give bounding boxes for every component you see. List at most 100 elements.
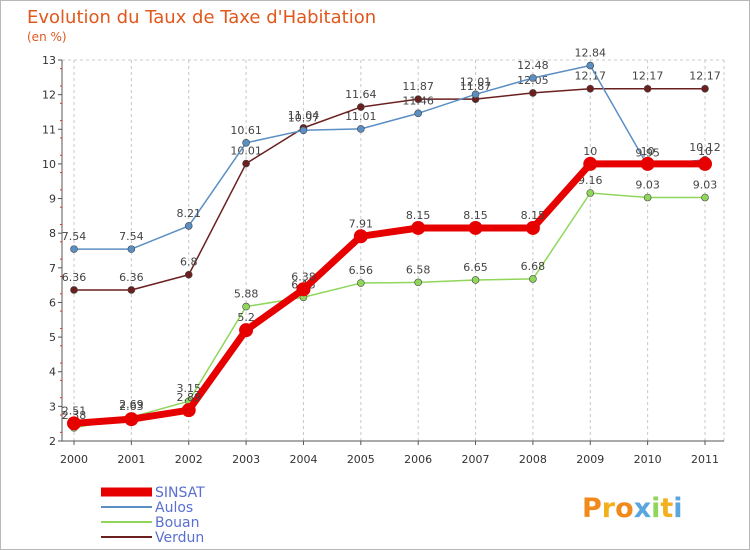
data-label: 12.17	[689, 70, 721, 83]
data-label: 12.48	[517, 59, 549, 72]
data-point	[586, 189, 595, 197]
chart-subtitle: (en %)	[27, 30, 67, 44]
data-point	[529, 275, 537, 283]
data-label: 5.2	[237, 311, 255, 324]
x-tick-label: 2004	[289, 453, 317, 466]
chart-title: Evolution du Taux de Taxe d'Habitation	[27, 7, 377, 28]
series-line	[74, 64, 706, 250]
data-label: 11.87	[402, 80, 434, 93]
data-point	[357, 125, 365, 133]
data-label: 8.15	[521, 209, 546, 222]
data-point	[471, 276, 480, 284]
data-label: 5.88	[234, 288, 259, 301]
data-point	[701, 193, 709, 202]
data-point	[640, 156, 655, 171]
data-label: 9.16	[578, 174, 603, 187]
data-point	[357, 103, 365, 111]
data-label: 7.91	[349, 217, 374, 230]
data-label: 8.15	[463, 209, 488, 222]
data-point	[242, 159, 250, 168]
data-label: 10.12	[689, 141, 721, 154]
x-tick-label: 2008	[519, 453, 547, 466]
data-label: 2.89	[176, 391, 201, 404]
data-label: 6.58	[406, 263, 431, 276]
y-tick-label: 8	[49, 227, 56, 240]
data-label: 12.17	[632, 70, 664, 83]
legend-label: Verdun	[155, 530, 204, 546]
x-tick-label: 2000	[60, 453, 88, 466]
data-label: 10.97	[288, 111, 320, 124]
series-line	[73, 192, 705, 429]
data-point	[70, 286, 78, 294]
data-label: 12.17	[575, 70, 607, 83]
data-point	[127, 245, 136, 253]
x-tick-label: 2006	[404, 453, 432, 466]
data-label: 6.8	[180, 256, 198, 269]
data-point	[70, 245, 78, 253]
data-label: 11.64	[345, 88, 377, 101]
data-label: 2.69	[119, 398, 144, 411]
series-bouan: 2.382.693.155.886.156.566.586.656.689.16…	[62, 174, 717, 432]
x-tick-label: 2007	[462, 453, 490, 466]
proxiti-logo: Proxiti	[582, 493, 683, 524]
data-label: 11.87	[460, 80, 492, 93]
y-tick-label: 10	[42, 158, 56, 171]
y-tick-label: 13	[42, 54, 56, 67]
data-point	[643, 193, 652, 202]
data-point	[414, 278, 422, 287]
data-label: 12.84	[575, 47, 607, 60]
data-label: 12.01	[460, 75, 492, 88]
data-label: 10	[583, 145, 597, 158]
data-point	[414, 95, 422, 103]
data-label: 9.03	[635, 179, 660, 192]
data-label: 10.61	[230, 124, 262, 137]
data-label: 11.46	[402, 94, 434, 107]
y-tick-label: 11	[42, 123, 56, 136]
series-aulos: 7.54 7.54 8.21 10.61 10.97 11.01 11.46 12.01 12.…	[62, 47, 721, 253]
data-point	[353, 229, 368, 244]
data-label: 6.36	[119, 271, 144, 284]
data-point	[181, 403, 196, 418]
y-tick-label: 7	[49, 262, 56, 275]
data-point	[529, 74, 537, 82]
data-point	[586, 61, 595, 70]
data-label: 8.21	[176, 207, 201, 220]
x-tick-label: 2005	[347, 453, 375, 466]
data-point	[242, 302, 250, 311]
data-point	[529, 89, 537, 97]
data-label: 6.56	[349, 264, 374, 277]
data-point	[471, 90, 480, 99]
legend-label: Aulos	[155, 500, 193, 516]
data-point	[583, 156, 598, 171]
data-label: 7.54	[119, 230, 144, 243]
data-point	[414, 109, 422, 118]
x-tick-label: 2009	[576, 453, 604, 466]
data-point	[239, 323, 254, 338]
data-point	[184, 222, 193, 230]
legend-label: Bouan	[155, 515, 200, 531]
data-point	[525, 220, 540, 235]
data-point	[586, 84, 595, 93]
data-point	[698, 156, 712, 171]
data-point	[411, 220, 426, 235]
data-label: 2.63	[119, 400, 144, 413]
series-line	[74, 87, 705, 291]
y-tick-label: 6	[49, 296, 56, 309]
series-verdun: 6.366.366.810.0111.0411.6411.8711.8712.0…	[62, 70, 721, 294]
data-point	[643, 84, 652, 93]
y-tick-label: 3	[49, 400, 56, 413]
data-label: 8.15	[406, 209, 431, 222]
data-label: 2.51	[62, 404, 87, 417]
data-point	[299, 126, 308, 135]
data-point	[127, 286, 136, 294]
data-label: 6.38	[291, 270, 316, 283]
y-tick-label: 2	[49, 435, 56, 448]
y-tick-label: 9	[49, 193, 56, 206]
series-sinsat: 2.51 2.63 2.89 5.2 6.38 7.91 8.15 8.15 8.15 10 10 1…	[62, 145, 712, 431]
y-tick-label: 12	[42, 89, 56, 102]
data-point	[296, 282, 311, 297]
x-tick-label: 2001	[117, 453, 145, 466]
x-tick-label: 2003	[232, 453, 260, 466]
x-tick-label: 2010	[634, 453, 662, 466]
